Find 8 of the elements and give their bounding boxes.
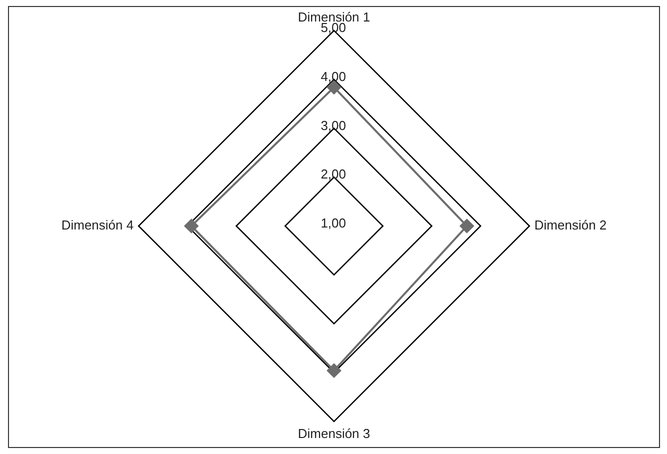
y-tick-label: 4,00 — [320, 69, 346, 84]
spoke-label: Dimensión 4 — [61, 218, 134, 233]
spoke-label: Dimensión 2 — [534, 218, 607, 233]
spoke-label: Dimensión 3 — [298, 426, 370, 441]
y-tick-label: 1,00 — [320, 216, 346, 231]
y-tick-label: 2,00 — [320, 166, 346, 182]
y-tick-label: 3,00 — [320, 118, 346, 133]
spoke-label: Dimensión 1 — [298, 9, 370, 24]
